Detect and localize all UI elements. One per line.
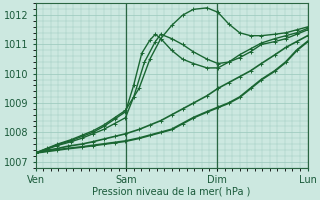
X-axis label: Pression niveau de la mer( hPa ): Pression niveau de la mer( hPa ) <box>92 187 251 197</box>
